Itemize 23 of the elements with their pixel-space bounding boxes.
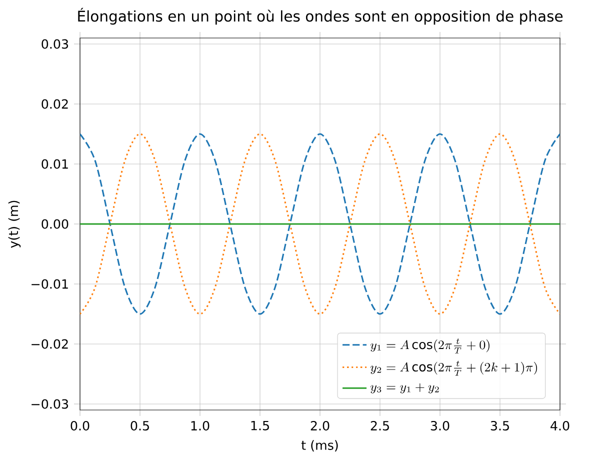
legend-label: $y_2 = A\cos(2\pi\frac{t}{T} + (2k+1)\pi)$ [370,360,537,376]
y-axis-title: y(t) (m) [8,200,21,248]
y-tick-label: −0.03 [32,399,68,409]
x-tick-label: 4.0 [550,420,570,431]
x-tick-label: 1.5 [251,420,269,430]
x-tick-label: 1.0 [191,420,210,431]
chart-title: Élongations en un point où les ondes sont en opposition de phase [78,8,563,25]
x-tick-label: 2.0 [310,420,330,431]
legend-label: $y_3 = y_1 + y_2$ [370,383,439,394]
x-tick-label: 2.5 [370,420,389,431]
x-tick-label: 0.0 [70,420,90,431]
legend-label: $y_1 = A\cos(2\pi\frac{t}{T} + 0)$ [370,338,490,354]
line-series [80,133,560,315]
y-tick-label: 0.02 [42,99,68,109]
x-tick-label: 0.5 [130,420,149,431]
x-axis-title: t (ms) [301,440,338,452]
y-tick-label: 0.03 [42,39,68,49]
y-tick-label: −0.02 [32,339,68,349]
x-tick-label: 3.0 [430,420,450,431]
y-tick-label: 0.00 [42,219,68,229]
y-tick-label: −0.01 [32,279,68,289]
x-tick-label: 3.5 [490,420,509,431]
y-tick-label: 0.01 [42,159,68,169]
